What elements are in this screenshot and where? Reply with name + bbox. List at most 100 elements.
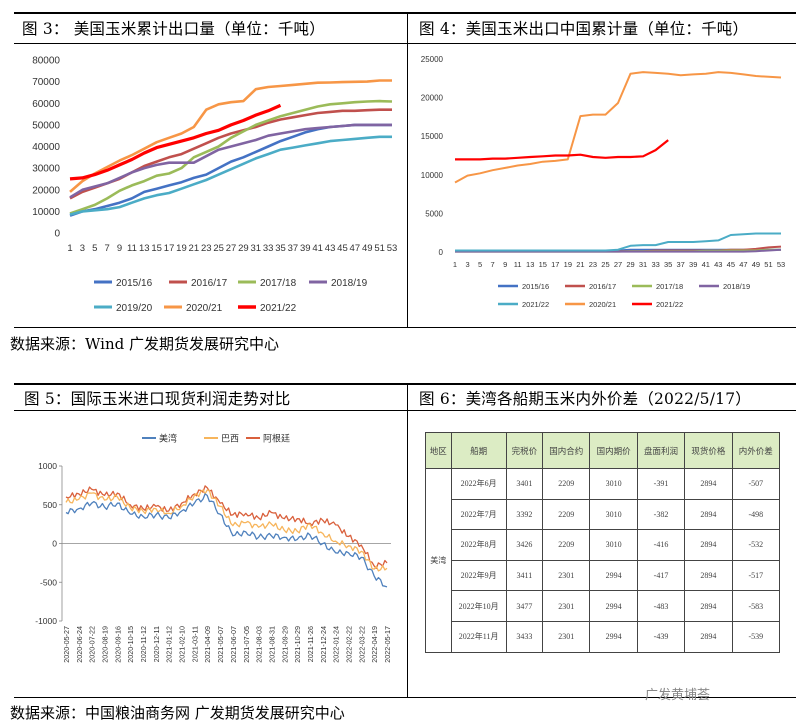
fig4-xtick-label: 41: [702, 260, 710, 269]
fig3-xtick-label: 33: [263, 243, 274, 254]
fig4-xtick-label: 3: [465, 260, 469, 269]
fig6-table-cell: 2209: [542, 468, 591, 500]
fig4-ytick-label: 10000: [421, 171, 444, 180]
fig4-ytick-label: 0: [439, 248, 444, 257]
fig5-xtick-label: 2021-10-29: [293, 626, 302, 663]
fig6-table-cell: 3392: [505, 498, 544, 531]
fig4-xtick-label: 23: [589, 260, 597, 269]
fig3-ytick-label: 80000: [32, 56, 60, 67]
fig3-ytick-label: 40000: [32, 142, 60, 153]
fig6-table: 地区 船期 完税价 国内合约 国内期价 盘面利润 现货价格 内外价差 美湾 2022年6月 340…: [425, 432, 781, 653]
fig5-xtick-label: 2020-07-22: [88, 626, 97, 663]
fig6-table-cell: 2994: [589, 590, 638, 622]
fig5-legend-label: 美湾: [159, 433, 177, 444]
fig3-xtick-label: 13: [139, 243, 150, 254]
fig6-table-cell: 2894: [684, 468, 733, 500]
fig6-table-cell: -539: [731, 620, 781, 653]
fig5-xtick-label: 2021-08-03: [255, 626, 264, 663]
fig6-table-cell: 3010: [589, 498, 638, 531]
fig3-xtick-label: 35: [275, 243, 286, 254]
fig5-xtick-label: 2020-06-24: [75, 626, 84, 663]
fig5-series-line: [65, 489, 388, 572]
fig6-table-cell: -517: [731, 559, 781, 592]
fig5-xtick-label: 2021-12-24: [319, 626, 328, 663]
fig6-table-cell: 2022年7月: [450, 498, 507, 531]
fig4-legend-label: 2017/18: [656, 282, 683, 291]
fig5-xtick-label: 2020-05-27: [62, 626, 71, 663]
fig4-xtick-label: 25: [601, 260, 609, 269]
watermark-text: 广发黄埔荟: [645, 688, 711, 703]
fig5-xtick-label: 2022-03-22: [357, 626, 366, 663]
fig3-xtick-label: 43: [325, 243, 336, 254]
source-note-top: 数据来源：Wind 广发期货发展研究中心: [10, 335, 279, 353]
fig4-xtick-label: 31: [639, 260, 647, 269]
fig3-series-line: [69, 108, 392, 200]
fig3-xtick-label: 51: [374, 243, 385, 254]
table-row: 2022年11月 3433 2301 2994 -439 2894 -539: [426, 620, 781, 653]
fig6-table-cell: 2894: [684, 498, 733, 531]
fig6-table-cell: -532: [731, 529, 781, 561]
fig3-ytick-label: 60000: [32, 99, 60, 110]
fig3-xtick-label: 27: [226, 243, 237, 254]
fig6-table-cell: 2209: [542, 529, 591, 561]
fig6-table-cell: -583: [731, 590, 781, 622]
bottom-top-rule: [14, 383, 796, 385]
fig6-table-cell: 2894: [684, 529, 733, 561]
fig3-legend-label: 2020/21: [186, 303, 223, 314]
fig3-ytick-label: 50000: [32, 120, 60, 131]
fig6-table-cell: 2301: [542, 559, 591, 592]
fig4-xtick-label: 17: [551, 260, 559, 269]
fig5-xtick-label: 2021-08-31: [267, 626, 276, 663]
fig4-xtick-label: 45: [727, 260, 735, 269]
fig6-table-cell: 2894: [684, 590, 733, 622]
fig5-xtick-label: 2022-01-24: [332, 626, 341, 663]
fig5-xtick-label: 2021-11-26: [306, 626, 315, 662]
fig3-ytick-label: 0: [54, 229, 60, 240]
fig6-header-cell: 地区: [425, 432, 452, 469]
fig4-xtick-label: 9: [503, 260, 507, 269]
table-row: 2022年10月 3477 2301 2994 -483 2894 -583: [426, 590, 781, 622]
bottom-panels-divider: [407, 383, 408, 698]
fig6-table-cell: 2894: [684, 620, 733, 653]
fig3-xtick-label: 41: [312, 243, 323, 254]
fig3-series-line: [69, 123, 392, 199]
fig3-legend-label: 2016/17: [191, 278, 228, 289]
fig3-chart: 0 10000 20000 30000 40000 50000 60000 70000 8000…: [32, 56, 397, 315]
fig3-xtick-label: 25: [213, 243, 224, 254]
fig6-table-cell: 3010: [589, 468, 638, 500]
fig6-table-cell: -382: [636, 498, 686, 531]
fig4-ytick-label: 15000: [421, 132, 444, 141]
fig3-xtick-label: 9: [117, 243, 122, 254]
top-panels-divider: [407, 12, 408, 328]
fig6-table-cell: 2994: [589, 620, 638, 653]
fig3-series-line: [69, 135, 392, 216]
fig6-table-cell: 2022年6月: [450, 468, 507, 500]
fig3-xtick-label: 47: [350, 243, 361, 254]
fig5-xtick-label: 2020-12-11: [152, 626, 161, 662]
source-note-bottom: 数据来源：中国粮油商务网 广发期货发展研究中心: [10, 704, 345, 722]
fig6-title: 图 6：美湾各船期玉米内外价差（2022/5/17）: [419, 390, 751, 408]
fig3-legend-label: 2019/20: [116, 303, 153, 314]
fig6-header-cell: 内外价差: [731, 432, 781, 469]
fig3-series-line: [69, 79, 392, 193]
fig4-series-line: [455, 232, 781, 252]
fig6-table-cell: 3010: [589, 529, 638, 561]
fig4-xtick-label: 29: [626, 260, 634, 269]
fig5-xtick-label: 2021-01-12: [165, 626, 174, 663]
fig4-xtick-label: 39: [689, 260, 697, 269]
fig4-ytick-label: 25000: [421, 55, 444, 64]
fig3-xtick-label: 5: [92, 243, 97, 254]
fig5-xtick-label: 2021-04-09: [203, 626, 212, 663]
fig6-table-cell: -507: [731, 468, 781, 500]
bottom-title-rule: [14, 410, 796, 411]
fig4-series-line: [455, 139, 669, 161]
fig4-series-line: [455, 248, 782, 253]
fig4-ytick-label: 20000: [421, 94, 444, 103]
fig3-series-line: [69, 99, 393, 215]
fig6-header-cell: 国内期价: [589, 432, 638, 469]
fig4-xtick-label: 11: [514, 260, 522, 269]
fig4-legend-label: 2018/19: [723, 282, 750, 291]
fig3-legend-label: 2021/22: [260, 303, 297, 314]
fig4-legend-label: 2021/22: [656, 300, 683, 309]
